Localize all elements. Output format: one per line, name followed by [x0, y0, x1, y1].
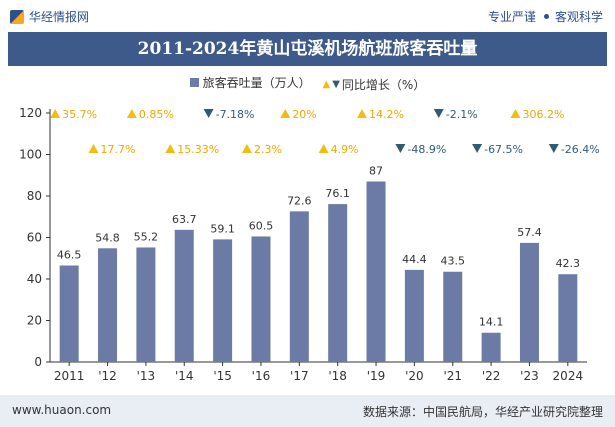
bar — [59, 265, 79, 362]
x-tick-label: '19 — [367, 369, 386, 383]
down-triangle-icon — [433, 109, 444, 118]
x-tick-label: '14 — [175, 369, 194, 383]
brand-name: 华经情报网 — [29, 10, 90, 24]
bar — [251, 236, 271, 362]
up-triangle-icon — [165, 144, 176, 153]
bar-value-label: 59.1 — [210, 222, 235, 235]
y-tick-label: 100 — [19, 148, 42, 162]
yoy-value-label: -48.9% — [407, 143, 446, 156]
bar-chart: 0 20 40 60 80 100 120 46.5 2011 54.8 '12 55.2 '13 63.… — [19, 106, 600, 383]
footer-url: www.huaon.com — [12, 403, 112, 417]
legend-yoy-label: 同比增长（%） — [341, 78, 426, 92]
brand-logo-icon — [10, 9, 24, 24]
legend-bar-swatch — [189, 78, 199, 87]
bar — [366, 181, 386, 362]
bar — [558, 274, 578, 362]
x-tick-label: '20 — [405, 369, 424, 383]
bar — [174, 229, 194, 362]
tagline: 专业严谨 客观科学 — [488, 8, 603, 25]
top-bar: 华经情报网 专业严谨 客观科学 — [0, 0, 615, 30]
yoy-value-label: 2.3% — [254, 143, 282, 156]
bar — [519, 242, 539, 362]
title-bar: 2011-2024年黄山屯溪机场航班旅客吞吐量 — [8, 32, 607, 66]
chart-title: 2011-2024年黄山屯溪机场航班旅客吞吐量 — [137, 39, 478, 59]
bar — [136, 247, 156, 362]
yoy-value-label: 20% — [292, 108, 316, 121]
bar-value-label: 60.5 — [249, 219, 274, 232]
bar — [443, 271, 463, 362]
footer: www.huaon.com 数据来源：中国民航局，华经产业研究院整理 — [0, 395, 615, 427]
bar-value-label: 43.5 — [441, 255, 466, 268]
bar — [404, 269, 424, 362]
x-tick-label: '17 — [290, 369, 309, 383]
bar-value-label: 42.3 — [556, 257, 581, 270]
yoy-value-label: 0.85% — [139, 108, 174, 121]
x-tick-label: 2011 — [54, 369, 85, 383]
tagline-left: 专业严谨 — [487, 10, 536, 24]
up-triangle-icon — [280, 109, 291, 118]
x-tick-label: '13 — [137, 369, 156, 383]
up-triangle-icon: ▲ — [322, 79, 331, 90]
x-tick-label: '21 — [443, 369, 462, 383]
bar — [289, 211, 309, 362]
y-tick-label: 40 — [27, 272, 42, 286]
up-triangle-icon — [357, 109, 368, 118]
bar-value-label: 57.4 — [517, 226, 542, 239]
down-triangle-icon — [472, 144, 483, 153]
bar — [213, 239, 233, 362]
bar-value-label: 44.4 — [402, 253, 427, 266]
x-tick-label: '15 — [213, 369, 232, 383]
down-triangle-icon — [548, 144, 559, 153]
yoy-value-label: 4.9% — [331, 143, 359, 156]
down-triangle-icon — [395, 144, 406, 153]
tagline-right: 客观科学 — [554, 10, 603, 24]
up-triangle-icon — [510, 109, 521, 118]
bar — [328, 204, 348, 362]
y-tick-label: 60 — [27, 231, 42, 245]
legend-bar-label: 旅客吞吐量（万人） — [202, 76, 311, 90]
bar — [98, 248, 118, 362]
y-tick-label: 80 — [27, 189, 42, 203]
x-tick-label: '18 — [328, 369, 347, 383]
bar-value-label: 14.1 — [479, 316, 504, 329]
chart-legend: 旅客吞吐量（万人） ▲ ▼ 同比增长（%） — [0, 74, 615, 93]
x-tick-label: '22 — [482, 369, 501, 383]
y-tick-label: 0 — [34, 355, 42, 369]
down-triangle-icon: ▼ — [332, 79, 340, 90]
yoy-value-label: 14.2% — [369, 108, 404, 121]
yoy-value-label: 17.7% — [101, 143, 136, 156]
up-triangle-icon — [318, 144, 329, 153]
brand: 华经情报网 — [10, 8, 89, 25]
legend-item-yoy: ▲ ▼ 同比增长（%） — [323, 76, 426, 93]
bar — [481, 332, 501, 362]
x-tick-label: '12 — [98, 369, 117, 383]
legend-item-bar: 旅客吞吐量（万人） — [189, 74, 311, 91]
bar-value-label: 63.7 — [172, 213, 197, 226]
yoy-value-label: -26.4% — [561, 143, 600, 156]
x-tick-label: '16 — [252, 369, 271, 383]
footer-source: 数据来源：中国民航局，华经产业研究院整理 — [362, 405, 603, 419]
bar-value-label: 87 — [369, 164, 383, 177]
up-triangle-icon — [126, 109, 137, 118]
bar-value-label: 76.1 — [325, 187, 350, 200]
bar-value-label: 46.5 — [57, 249, 82, 262]
y-tick-label: 20 — [27, 314, 42, 328]
yoy-value-label: -67.5% — [484, 143, 523, 156]
yoy-value-label: 15.33% — [177, 143, 219, 156]
bullet-icon — [543, 14, 549, 19]
yoy-value-label: 306.2% — [522, 108, 564, 121]
bar-value-label: 72.6 — [287, 194, 312, 207]
up-triangle-icon — [241, 144, 252, 153]
yoy-value-label: -7.18% — [216, 108, 255, 121]
bar-value-label: 54.8 — [95, 231, 120, 244]
y-tick-label: 120 — [19, 106, 42, 120]
x-tick-label: '23 — [520, 369, 539, 383]
x-tick-label: 2024 — [553, 369, 584, 383]
down-triangle-icon — [203, 109, 214, 118]
bar-value-label: 55.2 — [134, 230, 159, 243]
yoy-value-label: -2.1% — [446, 108, 478, 121]
yoy-value-label: 35.7% — [62, 108, 97, 121]
up-triangle-icon — [88, 144, 99, 153]
up-triangle-icon — [50, 109, 61, 118]
